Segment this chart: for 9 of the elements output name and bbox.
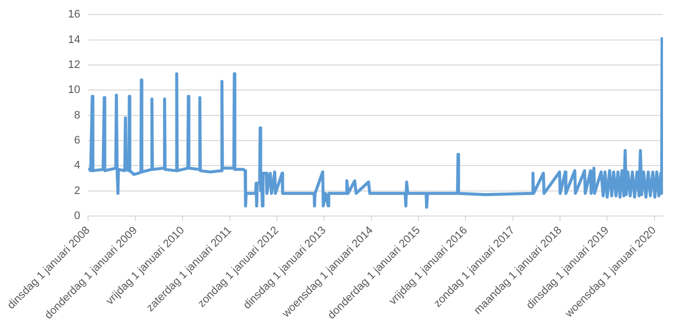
y-tick-label: 2 bbox=[74, 184, 80, 197]
y-tick-label: 6 bbox=[74, 134, 80, 147]
y-tick-label: 8 bbox=[74, 109, 80, 122]
y-tick-label: 0 bbox=[74, 210, 80, 222]
y-tick-label: 14 bbox=[68, 34, 80, 46]
y-tick-label: 16 bbox=[68, 8, 80, 21]
y-tick-label: 12 bbox=[68, 58, 80, 71]
y-tick-label: 10 bbox=[68, 84, 80, 96]
y-tick-label: 4 bbox=[74, 160, 80, 172]
